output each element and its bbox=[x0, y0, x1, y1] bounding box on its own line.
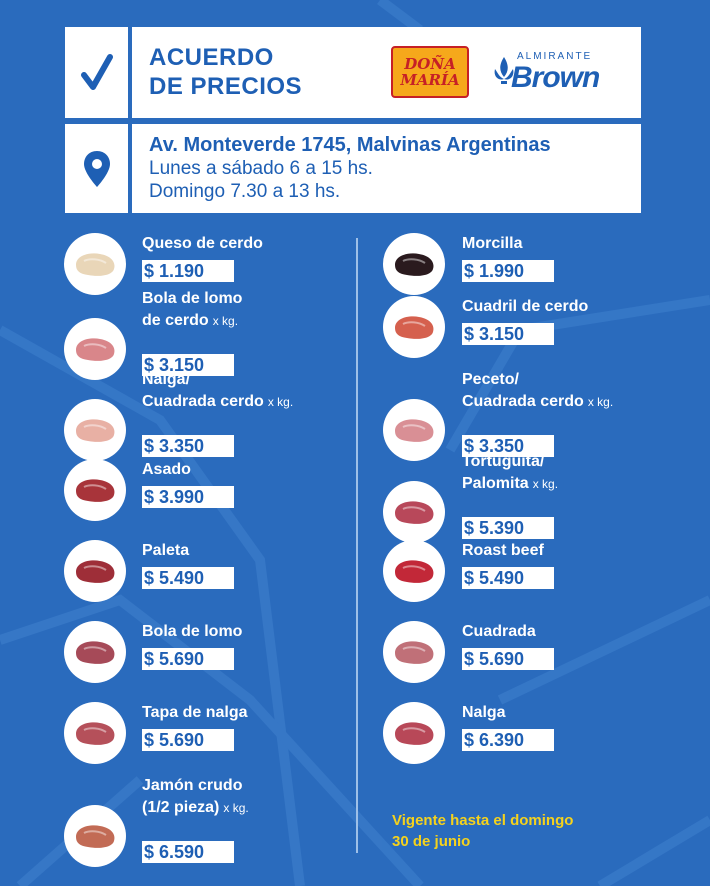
price-tag: $ 1.990 bbox=[462, 260, 554, 282]
product-name: Bola de lomo bbox=[142, 623, 243, 640]
product-name: Jamón crudo (1/2 pieza) x kg. bbox=[142, 777, 249, 816]
bola-de-lomo-cerdo-icon bbox=[76, 338, 115, 361]
product-image bbox=[64, 459, 126, 521]
checkmark-icon bbox=[65, 27, 128, 118]
product-image bbox=[64, 621, 126, 683]
header-title-box: ACUERDO DE PRECIOS DOÑA MARÍA ALMIRANTE … bbox=[65, 27, 641, 118]
queso-de-cerdo-icon bbox=[76, 253, 115, 276]
bola-de-lomo-icon bbox=[76, 641, 115, 664]
store-address-hours: Av. Monteverde 1745, Malvinas Argentinas… bbox=[149, 134, 551, 203]
price-tag: $ 5.690 bbox=[142, 648, 234, 670]
header-address-box: Av. Monteverde 1745, Malvinas Argentinas… bbox=[65, 124, 641, 213]
product-image bbox=[64, 399, 126, 461]
hours-sunday: Domingo 7.30 a 13 hs. bbox=[149, 181, 341, 202]
fleur-icon bbox=[494, 57, 514, 84]
price-tag: $ 3.150 bbox=[142, 354, 234, 376]
price-tag: $ 3.990 bbox=[142, 486, 234, 508]
tapa-de-nalga-icon bbox=[76, 722, 115, 745]
validity-note: Vigente hasta el domingo 30 de junio bbox=[392, 812, 574, 850]
price-tag: $ 3.150 bbox=[462, 323, 554, 345]
roast-beef-icon bbox=[395, 560, 434, 583]
product-name: Tapa de nalga bbox=[142, 704, 248, 721]
paleta-icon bbox=[76, 560, 115, 583]
product-image bbox=[383, 481, 445, 543]
product-image bbox=[64, 540, 126, 602]
price-tag: $ 5.390 bbox=[462, 517, 554, 539]
price-tag: $ 5.690 bbox=[142, 729, 234, 751]
product-image bbox=[383, 233, 445, 295]
product-name: Asado bbox=[142, 461, 191, 478]
product-name: Nalga/Cuadrada cerdo x kg. bbox=[142, 371, 294, 410]
cuadrada-icon bbox=[395, 641, 434, 664]
product-name: Morcilla bbox=[462, 235, 523, 252]
price-tag: $ 5.490 bbox=[142, 567, 234, 589]
price-tag: $ 5.690 bbox=[462, 648, 554, 670]
nalga-cuadrada-cerdo-icon bbox=[76, 419, 115, 442]
product-image bbox=[383, 540, 445, 602]
product-image bbox=[64, 702, 126, 764]
unit-label: x kg. bbox=[532, 477, 559, 491]
address-text: Av. Monteverde 1745, Malvinas Argentinas bbox=[149, 134, 551, 156]
page-title: ACUERDO DE PRECIOS bbox=[149, 44, 303, 100]
column-divider bbox=[356, 238, 358, 853]
product-name: Cuadrada bbox=[462, 623, 536, 640]
tortuguita-palomita-icon bbox=[395, 501, 434, 524]
product-name: Tortuguita/Palomita x kg. bbox=[462, 453, 559, 492]
unit-label: x kg. bbox=[223, 801, 249, 815]
price-tag: $ 1.190 bbox=[142, 260, 234, 282]
dona-maria-logo: DOÑA MARÍA bbox=[391, 46, 469, 98]
hours-weekdays: Lunes a sábado 6 a 15 hs. bbox=[149, 158, 373, 179]
location-pin-icon bbox=[65, 124, 128, 213]
unit-label: x kg. bbox=[587, 395, 614, 409]
product-image bbox=[383, 399, 445, 461]
product-image bbox=[383, 296, 445, 358]
almirante-brown-logo: ALMIRANTE Brown bbox=[493, 49, 613, 99]
product-image bbox=[64, 318, 126, 380]
price-tag: $ 3.350 bbox=[462, 435, 554, 457]
nalga-icon bbox=[395, 722, 434, 745]
cuadril-de-cerdo-icon bbox=[395, 316, 434, 339]
morcilla-icon bbox=[395, 253, 434, 276]
product-image bbox=[64, 805, 126, 867]
product-name: Peceto/Cuadrada cerdo x kg. bbox=[462, 371, 614, 410]
peceto-cuadrada-cerdo-icon bbox=[395, 419, 434, 442]
price-tag: $ 3.350 bbox=[142, 435, 234, 457]
asado-icon bbox=[76, 479, 115, 502]
jamon-crudo-icon bbox=[76, 825, 115, 848]
product-name: Bola de lomo de cerdo x kg. bbox=[142, 290, 243, 329]
unit-label: x kg. bbox=[267, 395, 294, 409]
product-name: Roast beef bbox=[462, 542, 544, 559]
product-name: Nalga bbox=[462, 704, 506, 721]
price-tag: $ 6.590 bbox=[142, 841, 234, 863]
price-tag: $ 6.390 bbox=[462, 729, 554, 751]
product-image bbox=[383, 702, 445, 764]
price-tag: $ 5.490 bbox=[462, 567, 554, 589]
product-name: Queso de cerdo bbox=[142, 235, 263, 252]
product-name: Paleta bbox=[142, 542, 190, 559]
product-image bbox=[383, 621, 445, 683]
product-name: Cuadril de cerdo bbox=[462, 298, 589, 315]
unit-label: x kg. bbox=[212, 314, 239, 328]
product-image bbox=[64, 233, 126, 295]
